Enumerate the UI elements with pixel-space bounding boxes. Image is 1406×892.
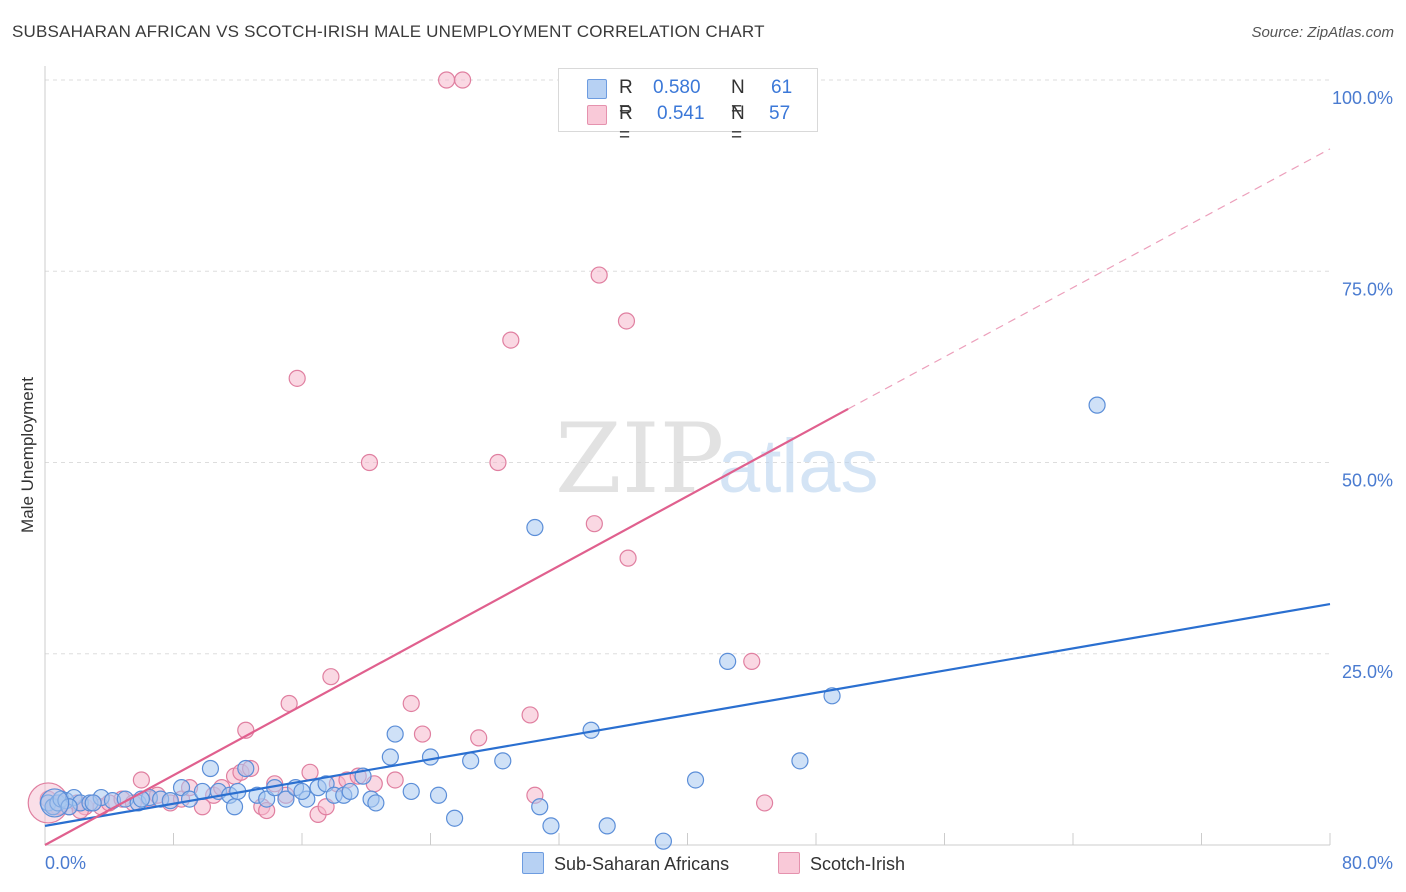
data-point-sub-saharan: [402, 782, 420, 801]
data-point-scotch-irish: [386, 771, 404, 789]
legend-n-label: N =: [731, 103, 745, 146]
data-point-sub-saharan: [237, 759, 255, 778]
data-point-sub-saharan: [542, 817, 560, 835]
bottom-legend-swatch-pink: [778, 852, 800, 874]
data-point-sub-saharan: [719, 652, 737, 671]
data-point-scotch-irish: [585, 515, 603, 533]
data-point-sub-saharan: [1088, 396, 1106, 414]
bottom-legend-label: Scotch-Irish: [810, 854, 906, 874]
legend-swatch-blue: [587, 79, 607, 99]
data-point-scotch-irish: [454, 71, 472, 89]
data-point-scotch-irish: [743, 652, 761, 671]
axes: [44, 66, 1331, 846]
data-point-sub-saharan: [367, 794, 385, 812]
data-point-scotch-irish: [360, 453, 379, 472]
data-point-sub-saharan: [277, 790, 295, 808]
y-tick-label: 75.0%: [1342, 279, 1393, 299]
data-point-scotch-irish: [521, 706, 539, 724]
trend-lines: [44, 148, 1331, 846]
data-point-sub-saharan: [598, 817, 616, 835]
y-tick-label: 25.0%: [1342, 662, 1393, 682]
trend-line-extension: [847, 148, 1331, 410]
legend-box: R = 0.580 N = 61 R = 0.541 N = 57: [558, 68, 818, 146]
x-tick-label: 80.0%: [1342, 853, 1393, 873]
data-point-sub-saharan: [526, 518, 544, 537]
data-point-sub-saharan: [445, 809, 464, 827]
trend-line-sub-saharan: [44, 602, 1331, 827]
data-point-scotch-irish: [437, 71, 456, 89]
data-point-sub-saharan: [686, 771, 705, 789]
legend-swatch-pink: [587, 105, 607, 125]
data-point-sub-saharan: [386, 725, 404, 743]
tick-labels: 25.0% 50.0% 75.0% 100.0% 0.0% 80.0%: [45, 88, 1393, 873]
data-point-scotch-irish: [402, 694, 420, 713]
data-point-scotch-irish: [413, 725, 432, 743]
watermark-atlas: atlas: [718, 424, 879, 509]
data-point-scotch-irish: [755, 794, 774, 812]
trend-line-scotch-irish: [44, 407, 849, 846]
data-point-sub-saharan: [823, 687, 841, 705]
data-point-sub-saharan: [201, 759, 220, 778]
watermark: ZIP atlas: [555, 403, 879, 515]
y-tick-label: 100.0%: [1332, 88, 1393, 108]
data-point-sub-saharan: [654, 832, 673, 850]
data-point-sub-saharan: [225, 798, 244, 816]
data-point-sub-saharan: [60, 798, 78, 816]
watermark-zip: ZIP: [555, 403, 724, 515]
data-point-sub-saharan: [429, 786, 448, 804]
legend-n-label: N =: [731, 77, 745, 120]
bottom-legend-label: Sub-Saharan Africans: [554, 854, 730, 874]
legend-r-label: R =: [619, 77, 633, 120]
data-point-scotch-irish: [590, 266, 608, 284]
data-point-scotch-irish: [617, 312, 636, 330]
bottom-legend-pink: Scotch-Irish: [778, 852, 905, 875]
grid: [45, 79, 1330, 655]
legend-r-label: R =: [619, 103, 633, 146]
source-label: Source: ZipAtlas.com: [1251, 24, 1394, 41]
x-tick-label: 0.0%: [45, 853, 86, 873]
data-point-sub-saharan: [293, 782, 311, 801]
legend-n-value: 57: [769, 103, 791, 124]
data-point-sub-saharan: [341, 782, 359, 801]
bottom-legend-blue: Sub-Saharan Africans: [522, 852, 729, 875]
data-point-scotch-irish: [489, 453, 507, 472]
data-point-sub-saharan: [462, 752, 480, 770]
data-point-sub-saharan: [531, 798, 549, 816]
y-axis-label: Male Unemployment: [18, 377, 37, 533]
data-point-sub-saharan: [494, 752, 512, 770]
y-tick-label: 50.0%: [1342, 471, 1393, 491]
data-point-scotch-irish: [132, 771, 150, 789]
data-point-sub-saharan: [791, 752, 809, 770]
legend-r-value: 0.580: [653, 77, 701, 98]
data-point-cluster: [40, 788, 70, 818]
data-point-sub-saharan: [421, 748, 440, 766]
data-point-sub-saharan: [381, 748, 399, 766]
data-point-sub-saharan: [84, 794, 102, 812]
sub-saharan-points: [39, 396, 1106, 850]
chart-title: SUBSAHARAN AFRICAN VS SCOTCH-IRISH MALE …: [12, 22, 765, 41]
data-point-scotch-irish: [288, 369, 306, 387]
data-point-scotch-irish: [322, 668, 340, 686]
data-point-scotch-irish: [470, 729, 488, 747]
data-point-scotch-irish: [619, 549, 637, 567]
data-point-scotch-irish: [301, 763, 319, 781]
legend-n-value: 61: [771, 77, 793, 98]
legend-r-value: 0.541: [657, 103, 705, 124]
data-point-scotch-irish: [502, 331, 520, 349]
bottom-legend-swatch-blue: [522, 852, 544, 874]
